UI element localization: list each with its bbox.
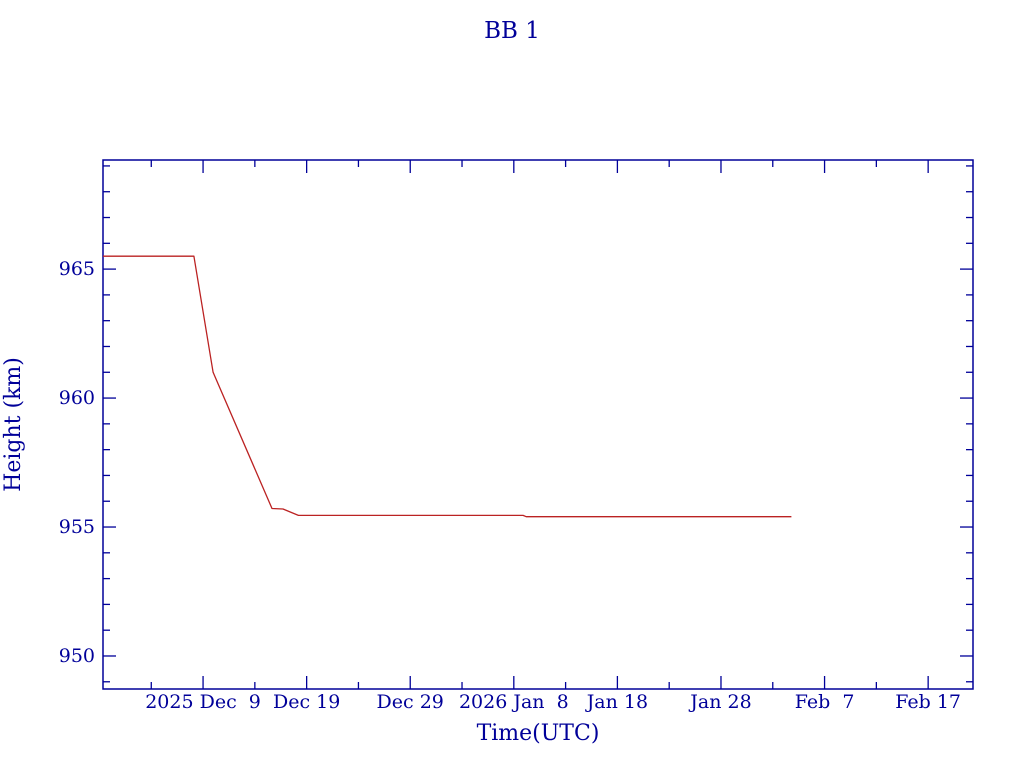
x-tick-label: Dec 29 — [377, 691, 444, 713]
y-axis-label: Height (km) — [1, 357, 26, 492]
chart-title: BB 1 — [484, 18, 540, 44]
x-tick-label: Jan 28 — [688, 691, 751, 713]
x-tick-label: Feb 7 — [795, 691, 855, 713]
x-tick-label: Dec 19 — [273, 691, 340, 713]
y-tick-label: 955 — [59, 516, 95, 538]
axis-tick-labels: 2025 Dec 9 Dec 19 Dec 29 2026 Jan 8 Jan 18 Ja… — [59, 258, 961, 713]
x-axis-label: Time(UTC) — [477, 721, 600, 746]
y-tick-label: 950 — [59, 645, 95, 667]
x-tick-label: 2026 Jan 8 — [459, 691, 569, 713]
y-tick-label: 960 — [59, 387, 95, 409]
height-series-line — [103, 255, 792, 518]
x-tick-label: Feb 17 — [895, 691, 961, 713]
axis-ticks — [103, 160, 973, 689]
x-tick-label: 2025 Dec 9 — [145, 691, 261, 713]
x-tick-label: Jan 18 — [585, 691, 648, 713]
y-tick-label: 965 — [59, 258, 95, 280]
